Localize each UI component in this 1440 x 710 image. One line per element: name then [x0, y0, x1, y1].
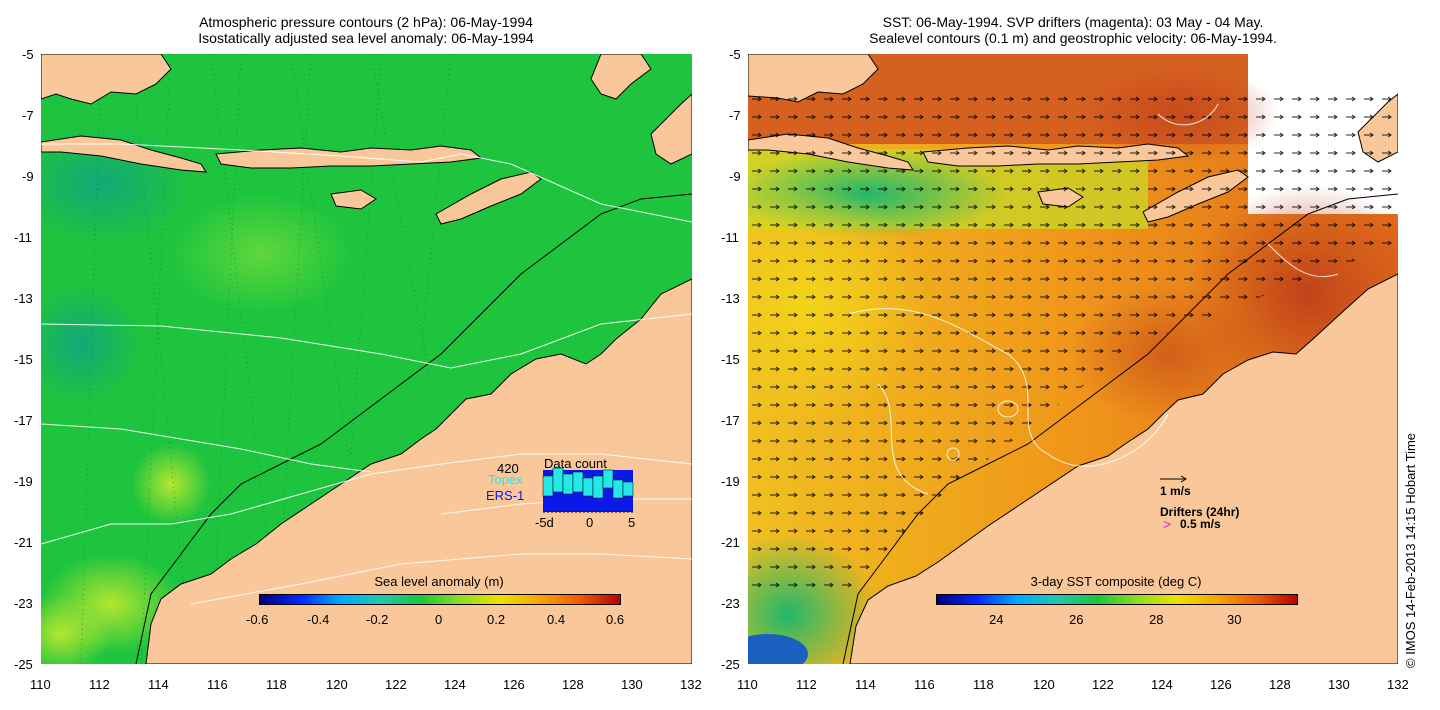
sla-colorbar-label: -0.6 — [246, 612, 269, 627]
y-tick: -5 — [729, 47, 741, 62]
sla-colorbar-title: Sea level anomaly (m) — [374, 574, 504, 589]
velocity-scale-arrow — [1160, 475, 1187, 483]
sst-colorbar-label: 30 — [1227, 612, 1242, 627]
y-tick: -19 — [14, 474, 33, 489]
drifters-label: Drifters (24hr) — [1160, 505, 1240, 519]
data-count-title: Data count — [544, 456, 607, 471]
sla-colorbar-label: 0.6 — [606, 612, 625, 627]
x-tick: 114 — [855, 677, 876, 692]
imos-credit: © IMOS 14-Feb-2013 14:15 Hobart Time — [1403, 432, 1418, 668]
x-tick: 118 — [266, 677, 287, 692]
new-guinea-land — [650, 93, 692, 165]
y-tick: -7 — [729, 108, 741, 123]
sst-colorbar-label: 28 — [1149, 612, 1164, 627]
ers-label: ERS-1 — [486, 488, 525, 503]
y-tick: -11 — [721, 230, 739, 245]
sla-colorbar-label: -0.2 — [366, 612, 389, 627]
x-tick: 126 — [503, 677, 525, 692]
x-tick: 132 — [1387, 677, 1409, 692]
sla-colorbar-label: 0.4 — [547, 612, 566, 627]
sst-colorbar-label: 24 — [989, 612, 1004, 627]
x-tick: 122 — [1092, 677, 1114, 692]
x-tick: 120 — [326, 677, 348, 692]
x-tick: 120 — [1033, 677, 1055, 692]
left-title-line2: Isostatically adjusted sea level anomaly… — [198, 30, 534, 46]
y-tick: -21 — [14, 535, 33, 550]
y-tick: -25 — [721, 657, 740, 672]
sla-colorbar — [259, 594, 621, 605]
x-tick: 110 — [30, 677, 51, 692]
x-tick: 112 — [796, 677, 817, 692]
y-tick: -13 — [721, 291, 740, 306]
x-tick: 124 — [444, 677, 466, 692]
left-title-line1: Atmospheric pressure contours (2 hPa): 0… — [199, 14, 533, 30]
y-tick: -5 — [22, 47, 34, 62]
x-tick: 112 — [89, 677, 110, 692]
sst-colorbar-title: 3-day SST composite (deg C) — [1030, 574, 1202, 589]
y-tick: -19 — [721, 474, 740, 489]
y-tick: -23 — [14, 596, 33, 611]
sulawesi-land — [590, 54, 652, 100]
x-tick: 110 — [737, 677, 758, 692]
y-tick: -7 — [22, 108, 34, 123]
sla-colorbar-label: 0.2 — [487, 612, 506, 627]
sst-colorbar — [936, 594, 1298, 605]
borneo-land — [41, 54, 172, 105]
topex-label: Topex — [488, 472, 523, 487]
drifter-scale-label: 0.5 m/s — [1180, 517, 1221, 531]
right-title-line1: SST: 06-May-1994. SVP drifters (magenta)… — [882, 14, 1264, 30]
y-tick: -15 — [14, 352, 33, 367]
x-tick: 128 — [562, 677, 584, 692]
y-tick: -15 — [721, 352, 740, 367]
x-tick: 122 — [385, 677, 407, 692]
data-count-total: 420 — [497, 461, 519, 476]
australia-land — [849, 273, 1398, 664]
y-tick: -21 — [721, 535, 740, 550]
x-tick: 132 — [680, 677, 702, 692]
sumba-land — [330, 189, 377, 210]
drifter-symbol: > — [1163, 516, 1172, 532]
y-tick: -25 — [14, 657, 33, 672]
x-tick: 118 — [973, 677, 994, 692]
hist-axis-label: 5 — [628, 515, 636, 530]
x-tick: 116 — [914, 677, 935, 692]
x-tick: 114 — [148, 677, 169, 692]
x-tick: 128 — [1269, 677, 1291, 692]
y-tick: -9 — [22, 169, 34, 184]
x-tick: 126 — [1210, 677, 1232, 692]
java-land — [41, 135, 207, 173]
y-tick: -23 — [721, 596, 740, 611]
y-tick: -9 — [729, 169, 741, 184]
velocity-scale-label: 1 m/s — [1160, 484, 1191, 498]
y-tick: -11 — [14, 230, 32, 245]
sst-colorbar-label: 26 — [1069, 612, 1084, 627]
sea-level-anomaly-map — [41, 54, 692, 664]
hist-axis-label: -5d — [535, 515, 554, 530]
x-tick: 116 — [207, 677, 228, 692]
y-tick: -17 — [721, 413, 740, 428]
x-tick: 130 — [1328, 677, 1350, 692]
data-count-histogram — [542, 467, 634, 513]
x-tick: 130 — [621, 677, 643, 692]
y-tick: -17 — [14, 413, 33, 428]
australia-land — [145, 278, 692, 664]
sla-colorbar-label: 0 — [435, 612, 443, 627]
y-tick: -13 — [14, 291, 33, 306]
sst-map — [748, 54, 1398, 664]
sla-colorbar-label: -0.4 — [307, 612, 330, 627]
right-title-line2: Sealevel contours (0.1 m) and geostrophi… — [869, 30, 1277, 46]
timor-land — [435, 171, 542, 225]
x-tick: 124 — [1151, 677, 1173, 692]
hist-axis-label: 0 — [586, 515, 594, 530]
